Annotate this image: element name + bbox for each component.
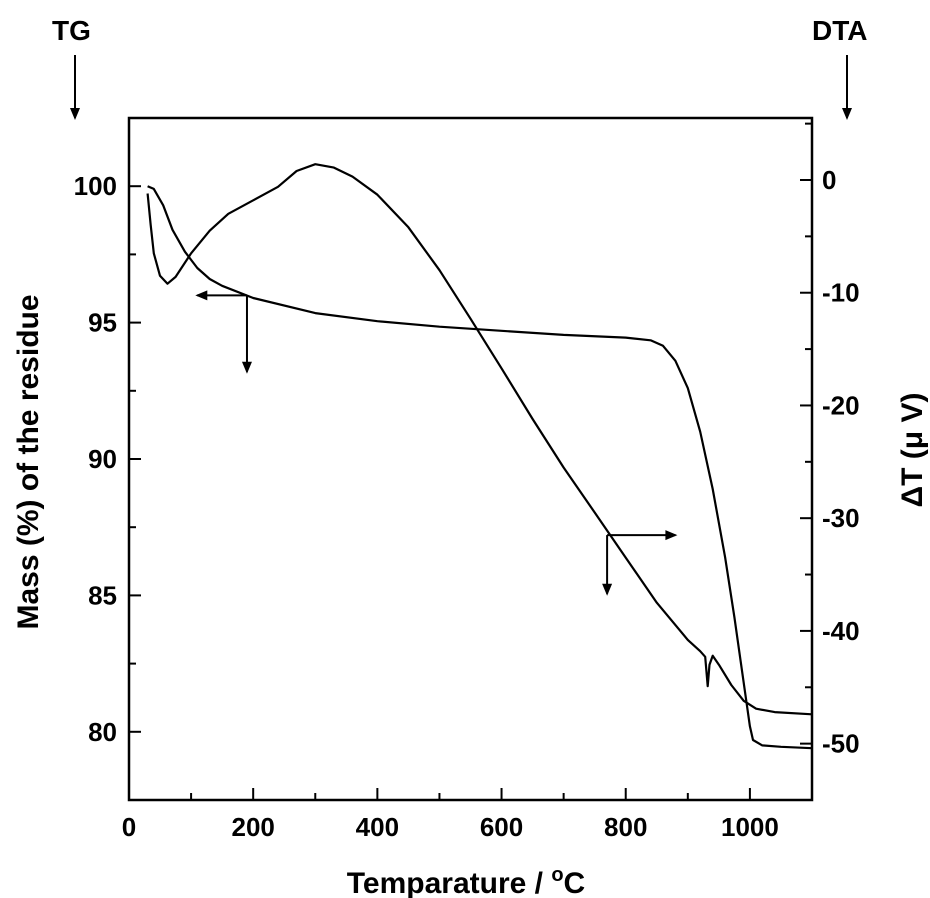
tg-annotation-vertical-head [241, 361, 252, 374]
ticks-layer [128, 122, 813, 801]
y-left-axis-title: Mass (%) of the residue [12, 294, 45, 629]
y-left-tick-label: 95 [88, 308, 117, 338]
dta-curve [146, 163, 813, 716]
plot-frame [127, 116, 814, 802]
tg-curve [147, 185, 813, 750]
tg-corner-arrow-head [70, 108, 80, 120]
y-right-tick-label: -30 [822, 503, 860, 533]
dta-corner-arrow-head [842, 108, 852, 120]
y-left-tick-label: 90 [88, 444, 117, 474]
y-right-axis-title: ΔT (μ V) [896, 393, 929, 508]
arrows-layer [195, 290, 678, 596]
y-right-tick-label: 0 [822, 165, 836, 195]
y-right-tick-label: -50 [822, 729, 860, 759]
corner-label-dta: DTA [812, 15, 867, 46]
labels-layer: 0 200 400 600 800 1000 80 85 90 95 100 -50 -40 -30 -20… [74, 165, 860, 842]
y-left-tick-label: 100 [74, 171, 117, 201]
y-left-tick-label: 80 [88, 717, 117, 747]
x-tick-label: 800 [604, 812, 647, 842]
corner-label-tg: TG [52, 15, 91, 46]
x-axis-title-main: Temparature / [347, 867, 552, 898]
x-tick-label: 0 [122, 812, 136, 842]
dta-annotation-vertical-head [602, 583, 613, 596]
y-right-tick-label: -40 [822, 616, 860, 646]
y-left-tick-label: 85 [88, 580, 117, 610]
x-tick-label: 600 [480, 812, 523, 842]
x-axis-title: Temparature / oC [347, 864, 585, 898]
y-right-tick-label: -10 [822, 278, 860, 308]
dta-annotation-horizontal-head [665, 530, 678, 541]
y-right-tick-label: -20 [822, 390, 860, 420]
x-tick-label: 1000 [721, 812, 779, 842]
tg-annotation-horizontal-head [195, 290, 208, 301]
curves-layer [146, 163, 813, 750]
x-axis-title-degree: o [551, 864, 563, 886]
x-tick-label: 400 [356, 812, 399, 842]
x-tick-label: 200 [231, 812, 274, 842]
x-axis-title-unit: C [564, 867, 586, 898]
